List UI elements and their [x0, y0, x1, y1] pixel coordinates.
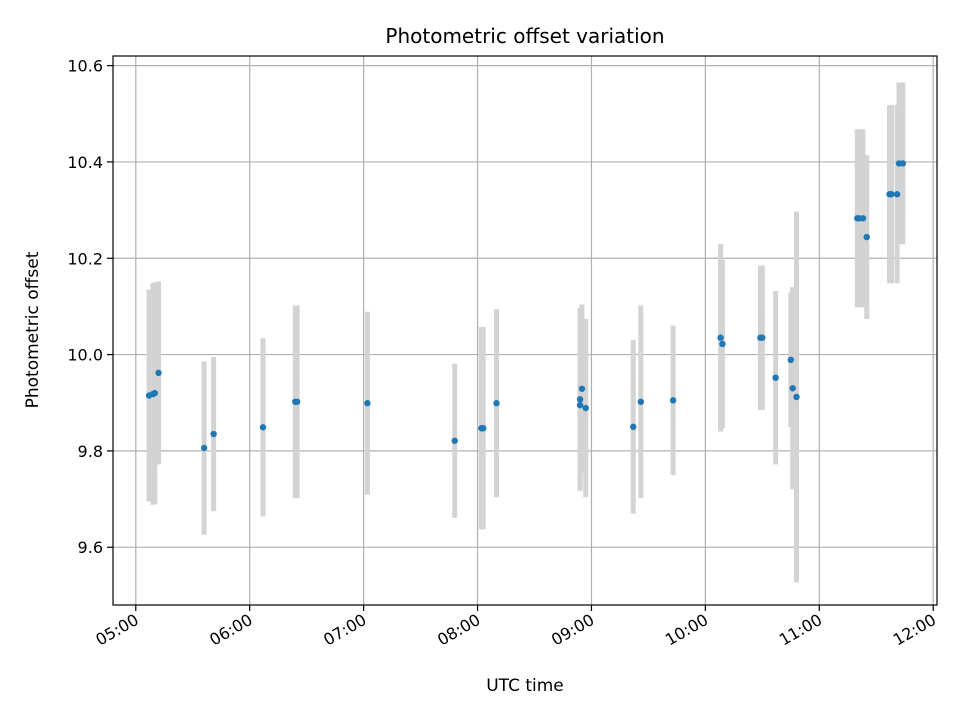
data-point: [200, 444, 208, 452]
data-point: [151, 389, 158, 397]
y-tick-label: 10.2: [67, 249, 103, 268]
data-point: [630, 423, 637, 431]
data-point: [789, 385, 796, 392]
data-point: [859, 215, 867, 222]
y-tick-label: 9.6: [78, 538, 103, 557]
data-point: [576, 396, 584, 403]
y-tick-label: 10.6: [67, 57, 103, 76]
data-point: [893, 191, 901, 198]
y-tick-label: 9.8: [78, 442, 103, 461]
x-axis-label: UTC time: [486, 676, 564, 696]
data-point: [899, 160, 907, 167]
grid-layer: [113, 56, 937, 605]
data-point: [364, 400, 371, 407]
data-point: [155, 369, 162, 377]
data-point: [637, 398, 645, 405]
y-axis-label: Photometric offset: [23, 251, 43, 408]
data-point: [787, 356, 795, 364]
chart-title: Photometric offset variation: [385, 24, 664, 48]
data-point: [793, 393, 800, 401]
data-point: [772, 374, 779, 381]
data-point: [576, 401, 584, 409]
plot-frame: [112, 55, 938, 606]
data-point: [493, 400, 500, 407]
y-tick-label: 10.0: [67, 346, 103, 365]
data-point: [863, 233, 870, 241]
data-point: [759, 334, 766, 341]
point-layer: [145, 160, 907, 452]
data-point: [578, 385, 586, 392]
data-point: [717, 334, 724, 341]
data-point: [293, 398, 301, 405]
data-point: [719, 340, 726, 348]
data-point: [259, 424, 267, 431]
y-tick-label: 10.4: [67, 153, 103, 172]
data-point: [582, 404, 589, 412]
data-point: [669, 397, 677, 404]
data-point: [888, 191, 895, 198]
data-point: [451, 437, 458, 444]
data-point: [210, 430, 217, 438]
data-point: [480, 425, 487, 432]
